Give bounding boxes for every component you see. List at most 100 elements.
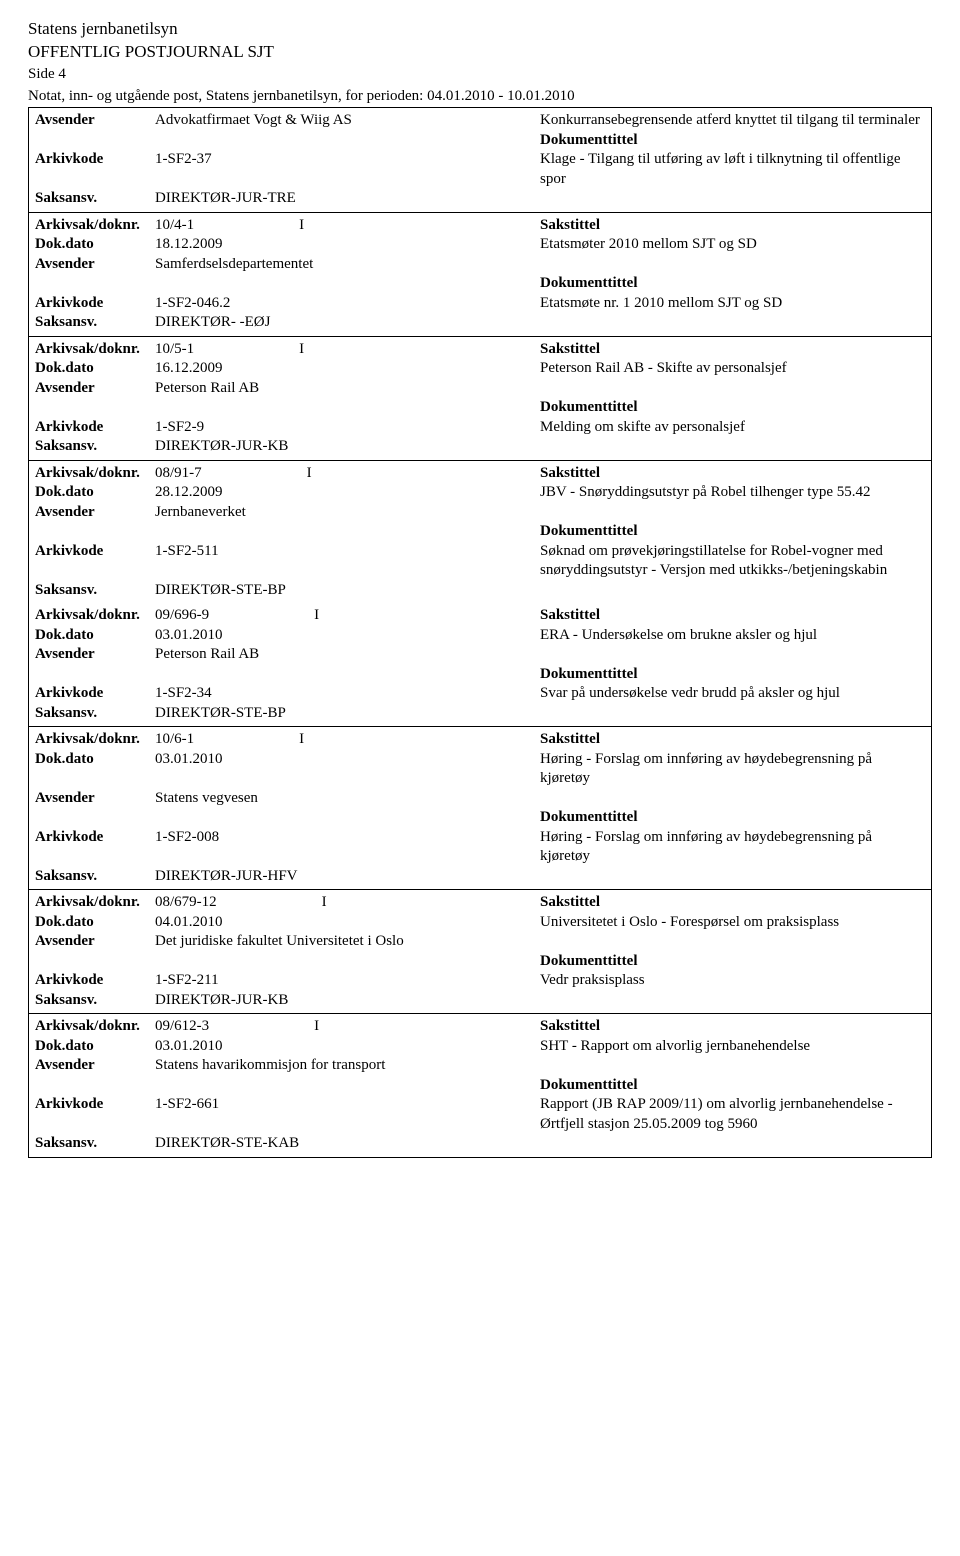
entry-row: Saksansv. DIREKTØR-JUR-KB <box>35 437 925 457</box>
row-middle: 10/4-1 I <box>155 216 540 236</box>
entry-row: Arkivkode 1-SF2-046.2 Etatsmøte nr. 1 20… <box>35 294 925 314</box>
row-label: Saksansv. <box>35 437 155 457</box>
row-right <box>540 189 925 209</box>
row-middle: DIREKTØR- -EØJ <box>155 313 540 333</box>
row-label <box>35 131 155 151</box>
row-right: Sakstittel <box>540 464 925 484</box>
row-label: Saksansv. <box>35 189 155 209</box>
entry-row: Dokumenttittel <box>35 398 925 418</box>
journal-entry: Arkivsak/doknr. 10/4-1 I Sakstittel Dok.… <box>29 213 931 337</box>
row-label: Arkivsak/doknr. <box>35 730 155 750</box>
journal-entry: Arkivsak/doknr. 09/612-3 I Sakstittel Do… <box>29 1014 931 1157</box>
row-label: Dok.dato <box>35 483 155 503</box>
row-middle: 1-SF2-511 <box>155 542 540 581</box>
row-middle <box>155 665 540 685</box>
row-right: Universitetet i Oslo - Forespørsel om pr… <box>540 913 925 933</box>
row-middle: Peterson Rail AB <box>155 379 540 399</box>
journal-entry: Avsender Advokatfirmaet Vogt & Wiig AS K… <box>29 107 931 213</box>
row-middle: Peterson Rail AB <box>155 645 540 665</box>
row-label: Dok.dato <box>35 626 155 646</box>
entry-row: Dok.dato 04.01.2010 Universitetet i Oslo… <box>35 913 925 933</box>
row-middle: 09/612-3 I <box>155 1017 540 1037</box>
entry-row: Arkivkode 1-SF2-211 Vedr praksisplass <box>35 971 925 991</box>
entry-row: Arkivkode 1-SF2-008 Høring - Forslag om … <box>35 828 925 867</box>
row-label: Avsender <box>35 111 155 131</box>
row-right: JBV - Snøryddingsutstyr på Robel tilheng… <box>540 483 925 503</box>
row-right: Sakstittel <box>540 340 925 360</box>
entry-row: Avsender Jernbaneverket <box>35 503 925 523</box>
row-label: Dok.dato <box>35 359 155 379</box>
row-right: Sakstittel <box>540 893 925 913</box>
row-right: Peterson Rail AB - Skifte av personalsje… <box>540 359 925 379</box>
row-label <box>35 522 155 542</box>
row-right: ERA - Undersøkelse om brukne aksler og h… <box>540 626 925 646</box>
row-middle: 09/696-9 I <box>155 606 540 626</box>
entry-row: Dok.dato 03.01.2010 ERA - Undersøkelse o… <box>35 626 925 646</box>
entry-row: Arkivsak/doknr. 09/612-3 I Sakstittel <box>35 1017 925 1037</box>
row-label: Avsender <box>35 932 155 952</box>
row-right <box>540 437 925 457</box>
row-middle: 04.01.2010 <box>155 913 540 933</box>
row-middle: 03.01.2010 <box>155 1037 540 1057</box>
row-label: Dok.dato <box>35 235 155 255</box>
row-label <box>35 398 155 418</box>
row-middle: DIREKTØR-JUR-KB <box>155 991 540 1011</box>
row-right: Dokumenttittel <box>540 1076 925 1096</box>
entry-row: Arkivsak/doknr. 10/4-1 I Sakstittel <box>35 216 925 236</box>
row-right: SHT - Rapport om alvorlig jernbanehendel… <box>540 1037 925 1057</box>
row-label: Arkivsak/doknr. <box>35 1017 155 1037</box>
row-label: Avsender <box>35 379 155 399</box>
entry-row: Saksansv. DIREKTØR-JUR-TRE <box>35 189 925 209</box>
entry-row: Dok.dato 18.12.2009 Etatsmøter 2010 mell… <box>35 235 925 255</box>
journal-entry: Arkivsak/doknr. 10/6-1 I Sakstittel Dok.… <box>29 727 931 890</box>
row-middle <box>155 398 540 418</box>
row-middle: 08/91-7 I <box>155 464 540 484</box>
row-label: Arkivkode <box>35 150 155 189</box>
entry-row: Dokumenttittel <box>35 1076 925 1096</box>
entry-row: Dokumenttittel <box>35 952 925 972</box>
row-middle: 03.01.2010 <box>155 626 540 646</box>
row-label: Arkivkode <box>35 418 155 438</box>
row-right: Dokumenttittel <box>540 665 925 685</box>
entry-row: Arkivsak/doknr. 10/5-1 I Sakstittel <box>35 340 925 360</box>
row-middle: 16.12.2009 <box>155 359 540 379</box>
entry-row: Avsender Peterson Rail AB <box>35 379 925 399</box>
row-right <box>540 645 925 665</box>
entry-row: Arkivkode 1-SF2-511 Søknad om prøvekjøri… <box>35 542 925 581</box>
row-right <box>540 313 925 333</box>
row-right: Dokumenttittel <box>540 274 925 294</box>
row-middle: Advokatfirmaet Vogt & Wiig AS <box>155 111 540 131</box>
row-middle: Samferdselsdepartementet <box>155 255 540 275</box>
entry-row: Arkivsak/doknr. 08/91-7 I Sakstittel <box>35 464 925 484</box>
row-label: Dok.dato <box>35 913 155 933</box>
row-label: Dok.dato <box>35 750 155 789</box>
row-label <box>35 952 155 972</box>
row-label: Arkivsak/doknr. <box>35 216 155 236</box>
row-label: Avsender <box>35 645 155 665</box>
row-label: Arkivkode <box>35 684 155 704</box>
row-right: Rapport (JB RAP 2009/11) om alvorlig jer… <box>540 1095 925 1134</box>
row-middle: 1-SF2-661 <box>155 1095 540 1134</box>
row-right: Vedr praksisplass <box>540 971 925 991</box>
row-middle: Statens havarikommisjon for transport <box>155 1056 540 1076</box>
entry-row: Avsender Samferdselsdepartementet <box>35 255 925 275</box>
row-middle <box>155 952 540 972</box>
row-right: Melding om skifte av personalsjef <box>540 418 925 438</box>
row-label: Arkivkode <box>35 971 155 991</box>
row-label <box>35 1076 155 1096</box>
row-right: Sakstittel <box>540 1017 925 1037</box>
row-right: Høring - Forslag om innføring av høydebe… <box>540 750 925 789</box>
row-middle <box>155 522 540 542</box>
org-name: Statens jernbanetilsyn <box>28 18 932 41</box>
row-right <box>540 867 925 887</box>
row-middle: DIREKTØR-JUR-KB <box>155 437 540 457</box>
entry-row: Avsender Peterson Rail AB <box>35 645 925 665</box>
row-label: Saksansv. <box>35 991 155 1011</box>
row-label: Avsender <box>35 1056 155 1076</box>
journal-entry: Arkivsak/doknr. 09/696-9 I Sakstittel Do… <box>29 603 931 727</box>
entry-row: Dok.dato 03.01.2010 SHT - Rapport om alv… <box>35 1037 925 1057</box>
row-label <box>35 665 155 685</box>
row-label: Avsender <box>35 255 155 275</box>
entry-row: Dokumenttittel <box>35 665 925 685</box>
row-right <box>540 704 925 724</box>
